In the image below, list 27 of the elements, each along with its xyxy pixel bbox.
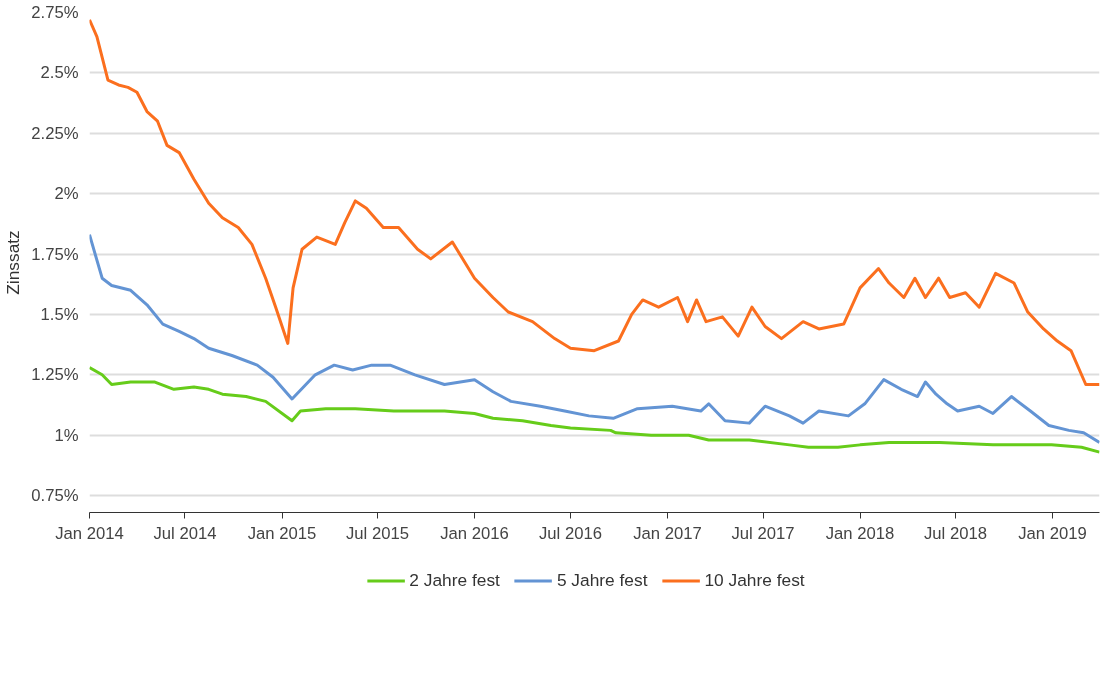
x-tick-label: Jan 2016 [440,523,509,543]
y-tick-label: 1.5% [40,304,79,324]
y-tick-label: 2.25% [31,123,79,143]
line-series [89,233,1100,444]
x-tick-label: Jul 2014 [153,523,217,543]
x-tick-label: Jan 2014 [55,523,124,543]
y-axis-title: Zinssatz [3,230,24,295]
legend-label: 10 Jahre fest [704,569,805,591]
x-tick-label: Jan 2018 [825,523,895,543]
y-tick-label: 1% [54,425,79,445]
y-tick-label: 2.5% [40,63,79,83]
x-tick-label: Jan 2017 [633,523,702,543]
x-tick-label: Jan 2019 [1018,523,1087,543]
x-tick-label: Jul 2016 [539,523,602,543]
y-tick-label: 0.75% [31,486,79,506]
y-tick-label: 1.75% [31,244,79,264]
y-tick-label: 1.25% [31,365,79,385]
legend-label: 2 Jahre fest [409,569,500,591]
y-tick-label: 2.75% [31,3,79,22]
x-tick-label: Jan 2015 [247,523,317,543]
x-tick-label: Jul 2018 [924,523,988,543]
line-series [89,18,1100,386]
x-tick-label: Jul 2017 [731,523,795,543]
line-series [89,366,1100,454]
x-tick-label: Jul 2015 [345,523,409,543]
legend-label: 5 Jahre fest [556,569,648,591]
y-tick-label: 2% [54,184,79,204]
